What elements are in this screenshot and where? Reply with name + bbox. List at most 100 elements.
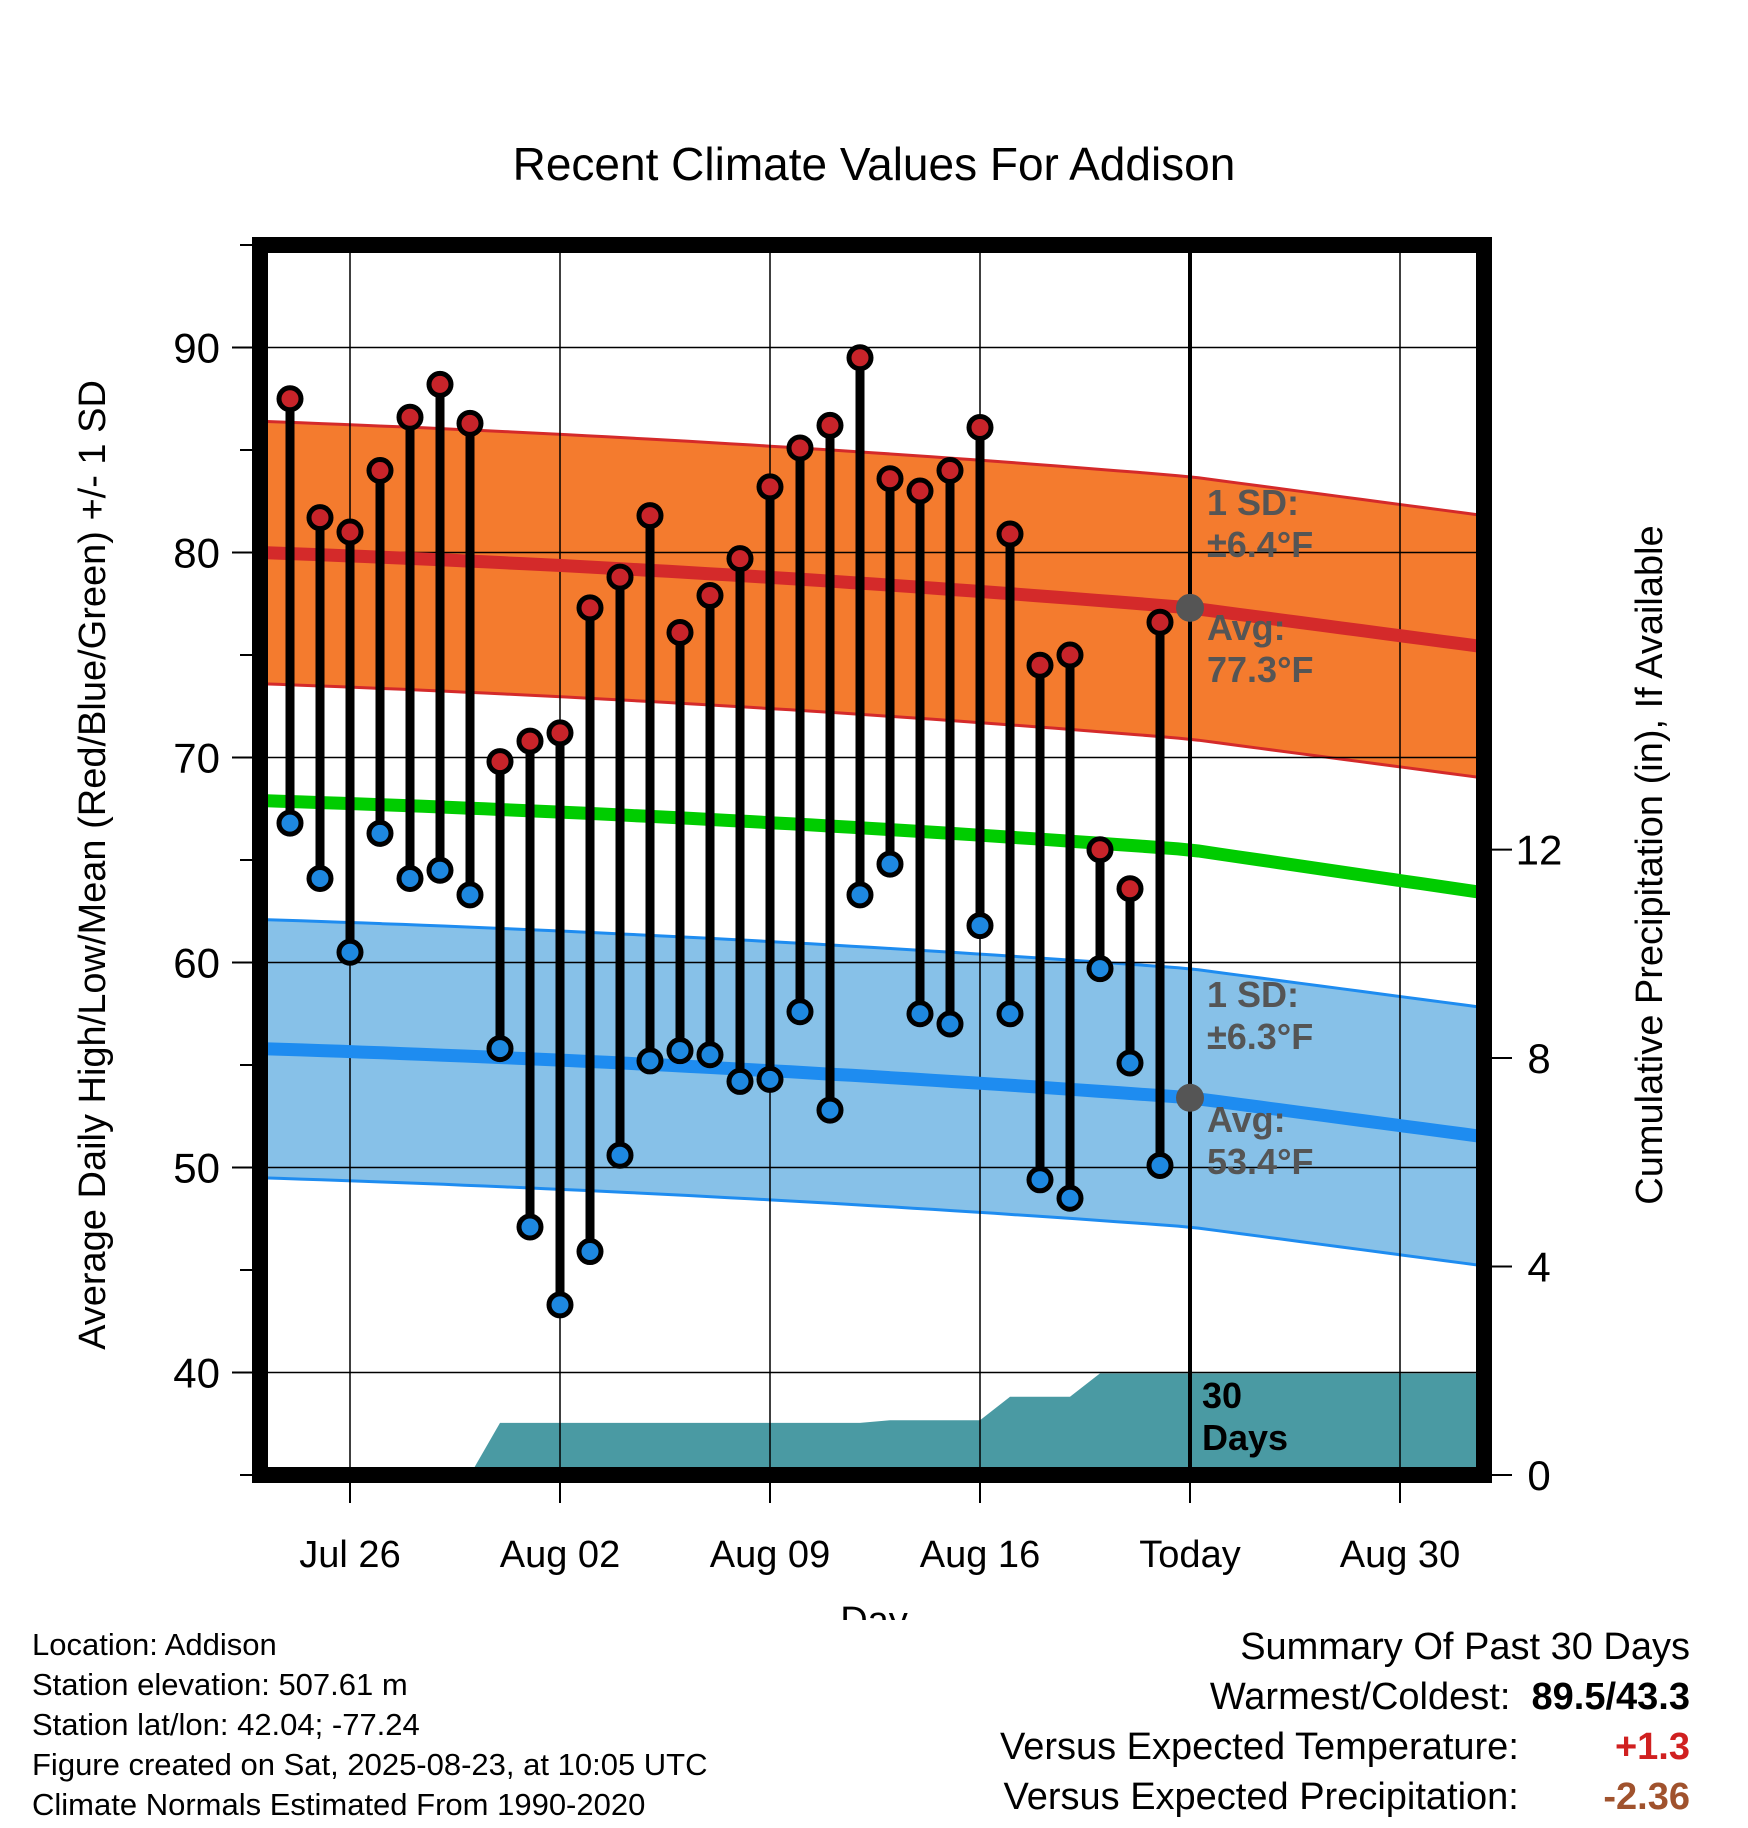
high-sd-band (260, 421, 1484, 778)
precip-period-label: 30 (1202, 1375, 1242, 1416)
daily-high-point (756, 473, 784, 501)
temp-value: +1.3 (1614, 1726, 1690, 1768)
daily-low-point (636, 1047, 664, 1075)
daily-low-point (966, 912, 994, 940)
daily-high-point (906, 477, 934, 505)
daily-low-point (726, 1067, 754, 1095)
low-sd-label: 1 SD: (1207, 974, 1299, 1015)
warmest-coldest-value: 89.5/43.3 (1531, 1676, 1690, 1718)
daily-low-point (576, 1238, 604, 1266)
y-axis-left-label: Average Daily High/Low/Mean (Red/Blue/Gr… (72, 380, 114, 1350)
high-sd-label: 1 SD: (1207, 482, 1299, 523)
latlon-text: Station lat/lon: 42.04; -77.24 (32, 1707, 420, 1742)
daily-low-point (786, 998, 814, 1026)
y-right-tick-label: 4 (1527, 1244, 1550, 1291)
x-tick-label: Aug 02 (500, 1534, 620, 1576)
daily-low-point (456, 881, 484, 909)
climate-chart: Recent Climate Values For Addison 1 SD:±… (72, 138, 1671, 1620)
low-sd-band (260, 919, 1484, 1266)
daily-high-point (546, 719, 574, 747)
daily-high-point (426, 370, 454, 398)
daily-low-point (426, 856, 454, 884)
daily-high-point (576, 594, 604, 622)
high-sd-value: ±6.4°F (1207, 524, 1313, 565)
x-tick-label: Jul 26 (299, 1534, 400, 1576)
summary-temp: Versus Expected Temperature: +1.3 (1000, 1722, 1690, 1772)
today-high-avg-marker (1176, 593, 1204, 622)
plot-frame (252, 237, 1492, 1483)
y-right-tick-label: 8 (1527, 1035, 1550, 1082)
daily-high-point (786, 434, 814, 462)
high-avg-label: Avg: (1207, 607, 1286, 648)
daily-low-point (1026, 1166, 1054, 1194)
daily-high-point (1146, 608, 1174, 636)
daily-low-point (1086, 955, 1114, 983)
daily-low-point (846, 881, 874, 909)
daily-low-point (816, 1096, 844, 1124)
precip-period-label: Days (1202, 1417, 1288, 1458)
y-left-tick-label: 50 (173, 1145, 220, 1192)
location-text: Location: Addison (32, 1627, 277, 1662)
today-low-avg-marker (1176, 1083, 1204, 1112)
daily-low-point (366, 819, 394, 847)
x-tick-label: Aug 16 (920, 1534, 1040, 1576)
precip-value: -2.36 (1603, 1776, 1690, 1818)
daily-high-point (846, 344, 874, 372)
y-axis-right-label: Cumulative Precipitation (in), If Availa… (1629, 525, 1671, 1204)
summary-title: Summary Of Past 30 Days (1240, 1626, 1690, 1668)
station-info: Location: Addison Station elevation: 507… (32, 1625, 708, 1825)
daily-high-point (816, 411, 844, 439)
daily-high-point (1026, 651, 1054, 679)
normals-text: Climate Normals Estimated From 1990-2020 (32, 1787, 646, 1822)
normal-high-line (259, 546, 1485, 654)
summary-panel: Summary Of Past 30 Days Warmest/Coldest:… (1000, 1622, 1690, 1822)
daily-low-point (876, 850, 904, 878)
daily-low-point (486, 1035, 514, 1063)
daily-low-point (666, 1037, 694, 1065)
daily-high-point (606, 563, 634, 591)
daily-high-point (876, 465, 904, 493)
daily-low-point (996, 1000, 1024, 1028)
summary-precip: Versus Expected Precipitation: -2.36 (1000, 1772, 1690, 1822)
daily-low-point (906, 1000, 934, 1028)
y-left-tick-label: 80 (173, 530, 220, 577)
daily-low-point (756, 1065, 784, 1093)
low-sd-upper-line (259, 918, 1485, 1010)
normal-low-line (259, 1042, 1485, 1144)
daily-high-point (696, 582, 724, 610)
daily-low-point (396, 864, 424, 892)
chart-title: Recent Climate Values For Addison (513, 138, 1236, 190)
y-left-tick-label: 90 (173, 325, 220, 372)
daily-high-point (996, 520, 1024, 548)
daily-low-point (306, 864, 334, 892)
x-axis-label: Day (840, 1600, 908, 1620)
daily-high-point (336, 518, 364, 546)
daily-high-point (1056, 641, 1084, 669)
daily-low-point (516, 1213, 544, 1241)
daily-low-point (696, 1041, 724, 1069)
daily-high-point (1086, 836, 1114, 864)
y-left-tick-label: 40 (173, 1350, 220, 1397)
y-right-tick-label: 12 (1516, 827, 1563, 874)
temp-label: Versus Expected Temperature: (999, 1726, 1519, 1768)
daily-high-point (1116, 875, 1144, 903)
y-right-tick-label: 0 (1527, 1452, 1550, 1499)
daily-high-point (666, 618, 694, 646)
daily-low-point (1056, 1184, 1084, 1212)
precip-label: Versus Expected Precipitation: (1003, 1776, 1519, 1818)
daily-high-point (486, 748, 514, 776)
x-tick-label: Today (1139, 1534, 1240, 1576)
daily-low-point (1116, 1049, 1144, 1077)
x-tick-label: Aug 30 (1340, 1534, 1460, 1576)
low-avg-label: Avg: (1207, 1099, 1286, 1140)
daily-low-point (546, 1291, 574, 1319)
low-sd-lower-line (259, 1176, 1485, 1268)
daily-high-point (726, 545, 754, 573)
warmest-coldest-label: Warmest/Coldest: (1209, 1676, 1511, 1718)
daily-high-point (636, 502, 664, 530)
daily-low-point (1146, 1151, 1174, 1179)
elevation-text: Station elevation: 507.61 m (32, 1667, 408, 1702)
daily-high-point (396, 403, 424, 431)
daily-high-point (306, 504, 334, 532)
